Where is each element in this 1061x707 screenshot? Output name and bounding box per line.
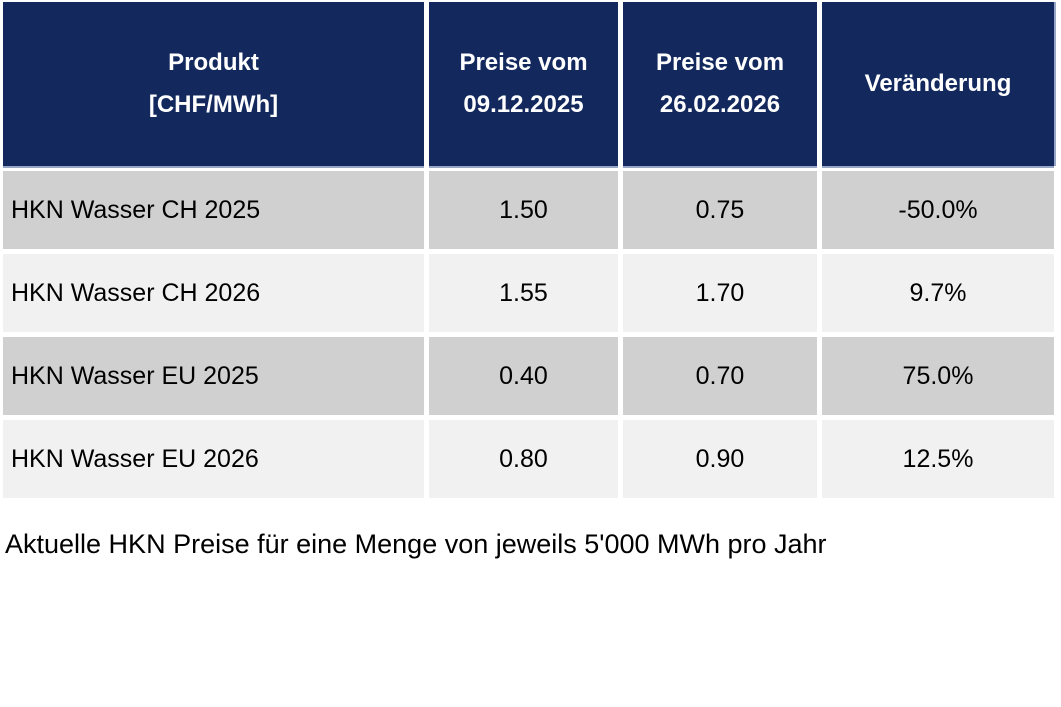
header-cell-preise-alt: Preise vom 09.12.2025: [429, 2, 618, 166]
price-new-cell: 0.75: [623, 171, 817, 249]
product-cell: HKN Wasser EU 2025: [3, 337, 424, 415]
header-cell-preise-neu: Preise vom 26.02.2026: [623, 2, 817, 166]
header-cell-produkt: Produkt [CHF/MWh]: [3, 2, 424, 166]
change-cell: 12.5%: [822, 420, 1054, 498]
price-new-cell: 0.90: [623, 420, 817, 498]
hkn-price-table: Produkt [CHF/MWh] Preise vom 09.12.2025 …: [3, 2, 1054, 498]
change-cell: 9.7%: [822, 254, 1054, 332]
price-new-cell: 0.70: [623, 337, 817, 415]
change-cell: -50.0%: [822, 171, 1054, 249]
table-caption: Aktuelle HKN Preise für eine Menge von j…: [5, 529, 827, 559]
header-cell-veraenderung: Veränderung: [822, 2, 1054, 166]
change-cell: 75.0%: [822, 337, 1054, 415]
price-old-cell: 0.40: [429, 337, 618, 415]
price-old-cell: 1.50: [429, 171, 618, 249]
price-new-cell: 1.70: [623, 254, 817, 332]
product-cell: HKN Wasser CH 2026: [3, 254, 424, 332]
price-old-cell: 1.55: [429, 254, 618, 332]
product-cell: HKN Wasser EU 2026: [3, 420, 424, 498]
product-cell: HKN Wasser CH 2025: [3, 171, 424, 249]
price-old-cell: 0.80: [429, 420, 618, 498]
